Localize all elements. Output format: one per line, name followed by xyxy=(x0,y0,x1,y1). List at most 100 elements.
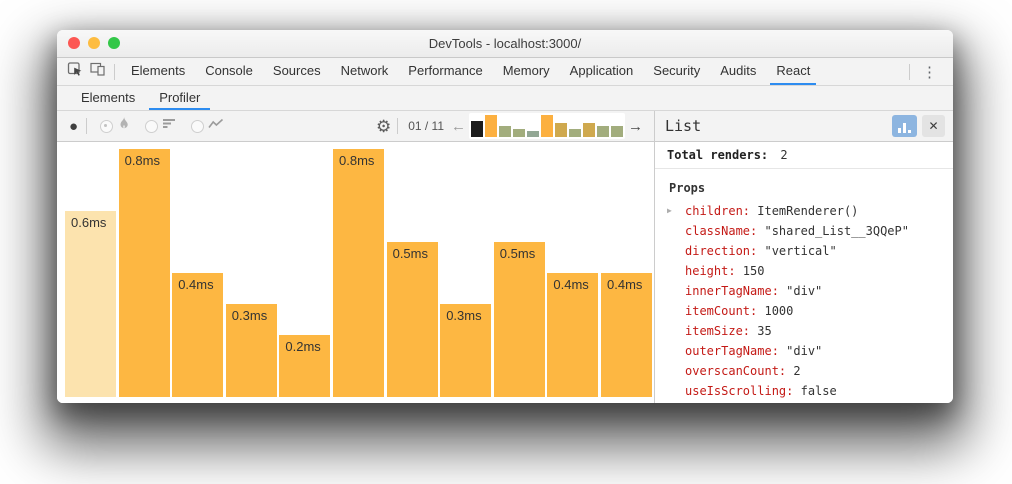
tab-performance[interactable]: Performance xyxy=(408,63,483,78)
prop-value: 1000 xyxy=(757,304,794,318)
commit-bar-label: 0.4ms xyxy=(607,277,643,292)
prop-name: outerTagName: xyxy=(685,344,779,358)
prop-value: 35 xyxy=(750,324,772,338)
gear-icon[interactable]: ⚙ xyxy=(375,116,392,136)
commit-bar-5[interactable]: 0.2ms xyxy=(279,335,331,397)
prop-name: direction: xyxy=(685,244,758,258)
next-snapshot-icon[interactable]: → xyxy=(628,117,643,135)
snapshot-mini-bar-9[interactable] xyxy=(583,123,595,137)
details-panel: List ✕ Total renders: 2 Props xyxy=(655,111,953,403)
bar-chart-icon xyxy=(908,130,911,133)
tab-application[interactable]: Application xyxy=(569,63,634,78)
radio-icon[interactable] xyxy=(145,119,159,133)
selected-component-name: List xyxy=(665,117,702,135)
subtab-profiler[interactable]: Profiler xyxy=(147,86,212,110)
prop-row-height: height: 150 xyxy=(655,261,953,281)
minimize-window-button[interactable] xyxy=(88,37,100,49)
prop-value: 2 xyxy=(786,364,801,378)
commit-bar-11[interactable]: 0.4ms xyxy=(601,273,652,397)
window-title: DevTools - localhost:3000/ xyxy=(428,36,582,51)
devtools-tabs: Elements Console Sources Network Performance… xyxy=(121,58,820,85)
toolbar-separator xyxy=(397,118,399,134)
react-subtabbar: Elements Profiler xyxy=(57,86,953,111)
snapshot-mini-bar-1[interactable] xyxy=(471,121,483,137)
snapshot-selector[interactable] xyxy=(469,113,625,139)
window-titlebar[interactable]: DevTools - localhost:3000/ xyxy=(57,30,953,58)
prop-row-outertagname: outerTagName: "div" xyxy=(655,341,953,361)
inspect-element-icon[interactable] xyxy=(67,61,84,82)
commit-bar-10[interactable]: 0.4ms xyxy=(547,273,599,397)
zoom-window-button[interactable] xyxy=(108,37,120,49)
radio-icon[interactable] xyxy=(100,119,114,133)
snapshot-mini-bar-3[interactable] xyxy=(499,126,511,137)
snapshot-mini-bar-11[interactable] xyxy=(611,126,623,137)
previous-snapshot-icon[interactable]: ← xyxy=(451,117,466,135)
prop-name: innerTagName: xyxy=(685,284,779,298)
snapshot-mini-bar-5[interactable] xyxy=(527,131,539,137)
prop-row-children[interactable]: ▶ children: ItemRenderer() xyxy=(655,201,953,221)
view-option-flamegraph[interactable] xyxy=(100,116,131,136)
snapshot-mini-bar-2[interactable] xyxy=(485,115,497,137)
prop-value: false xyxy=(793,384,837,398)
prop-name: itemSize: xyxy=(685,324,751,338)
commit-bar-6[interactable]: 0.8ms xyxy=(333,149,384,397)
devtools-menu-area: ⋮ xyxy=(903,58,953,85)
commit-bar-label: 0.8ms xyxy=(339,153,375,168)
devtools-tool-icons xyxy=(63,58,108,85)
commit-bar-2[interactable]: 0.8ms xyxy=(118,149,170,397)
commit-bar-8[interactable]: 0.3ms xyxy=(440,304,492,397)
snapshot-mini-bar-8[interactable] xyxy=(569,129,581,137)
snapshot-mini-bar-4[interactable] xyxy=(513,129,525,137)
total-renders-row: Total renders: 2 xyxy=(655,142,953,169)
record-icon[interactable]: ● xyxy=(69,117,79,135)
commit-bar-label: 0.8ms xyxy=(124,153,160,168)
trend-line-icon xyxy=(208,117,224,135)
snapshot-mini-bar-10[interactable] xyxy=(597,126,609,137)
close-panel-button[interactable]: ✕ xyxy=(922,115,945,137)
tab-memory[interactable]: Memory xyxy=(502,63,550,78)
render-chart-button[interactable] xyxy=(892,115,917,137)
view-option-ranked[interactable] xyxy=(145,117,177,135)
devtools-content: ● xyxy=(57,111,953,403)
prop-name: children: xyxy=(685,204,751,218)
commit-bar-3[interactable]: 0.4ms xyxy=(172,273,224,397)
prop-value: "vertical" xyxy=(757,244,837,258)
commit-bar-label: 0.3ms xyxy=(446,308,482,323)
prop-row-itemsize: itemSize: 35 xyxy=(655,321,953,341)
prop-row-itemcount: itemCount: 1000 xyxy=(655,301,953,321)
disclosure-triangle-icon[interactable]: ▶ xyxy=(667,206,672,215)
commit-bar-4[interactable]: 0.3ms xyxy=(225,304,277,397)
prop-name: overscanCount: xyxy=(685,364,787,378)
snapshot-mini-bar-6[interactable] xyxy=(541,115,553,137)
close-icon: ✕ xyxy=(928,119,939,133)
prop-row-width: width: 300 xyxy=(655,401,953,403)
tab-sources[interactable]: Sources xyxy=(272,63,321,78)
tab-security[interactable]: Security xyxy=(653,63,701,78)
radio-icon[interactable] xyxy=(191,119,205,133)
commit-bar-9[interactable]: 0.5ms xyxy=(493,242,545,397)
prop-name: className: xyxy=(685,224,758,238)
prop-row-useisscrolling: useIsScrolling: false xyxy=(655,381,953,401)
total-renders-value: 2 xyxy=(780,148,788,162)
subtab-elements[interactable]: Elements xyxy=(81,90,136,105)
react-subtabs: Elements Profiler xyxy=(69,86,212,110)
kebab-menu-icon[interactable]: ⋮ xyxy=(922,63,937,81)
device-toolbar-icon[interactable] xyxy=(90,61,106,82)
tab-console[interactable]: Console xyxy=(205,63,253,78)
profiler-pane: ● xyxy=(57,111,655,403)
profiler-toolbar: ● xyxy=(57,111,654,142)
prop-name: itemCount: xyxy=(685,304,758,318)
tab-elements[interactable]: Elements xyxy=(131,63,186,78)
tab-network[interactable]: Network xyxy=(340,63,389,78)
toolbar-separator xyxy=(114,63,115,80)
snapshot-mini-bar-7[interactable] xyxy=(555,123,567,137)
toolbar-separator xyxy=(86,118,88,134)
commit-bar-7[interactable]: 0.5ms xyxy=(386,242,438,397)
view-option-interactions[interactable] xyxy=(191,117,224,135)
close-window-button[interactable] xyxy=(68,37,80,49)
tab-audits[interactable]: Audits xyxy=(720,63,757,78)
prop-value: 150 xyxy=(735,264,765,278)
tab-react[interactable]: React xyxy=(766,58,820,85)
commit-bar-1[interactable]: 0.6ms xyxy=(65,211,116,397)
